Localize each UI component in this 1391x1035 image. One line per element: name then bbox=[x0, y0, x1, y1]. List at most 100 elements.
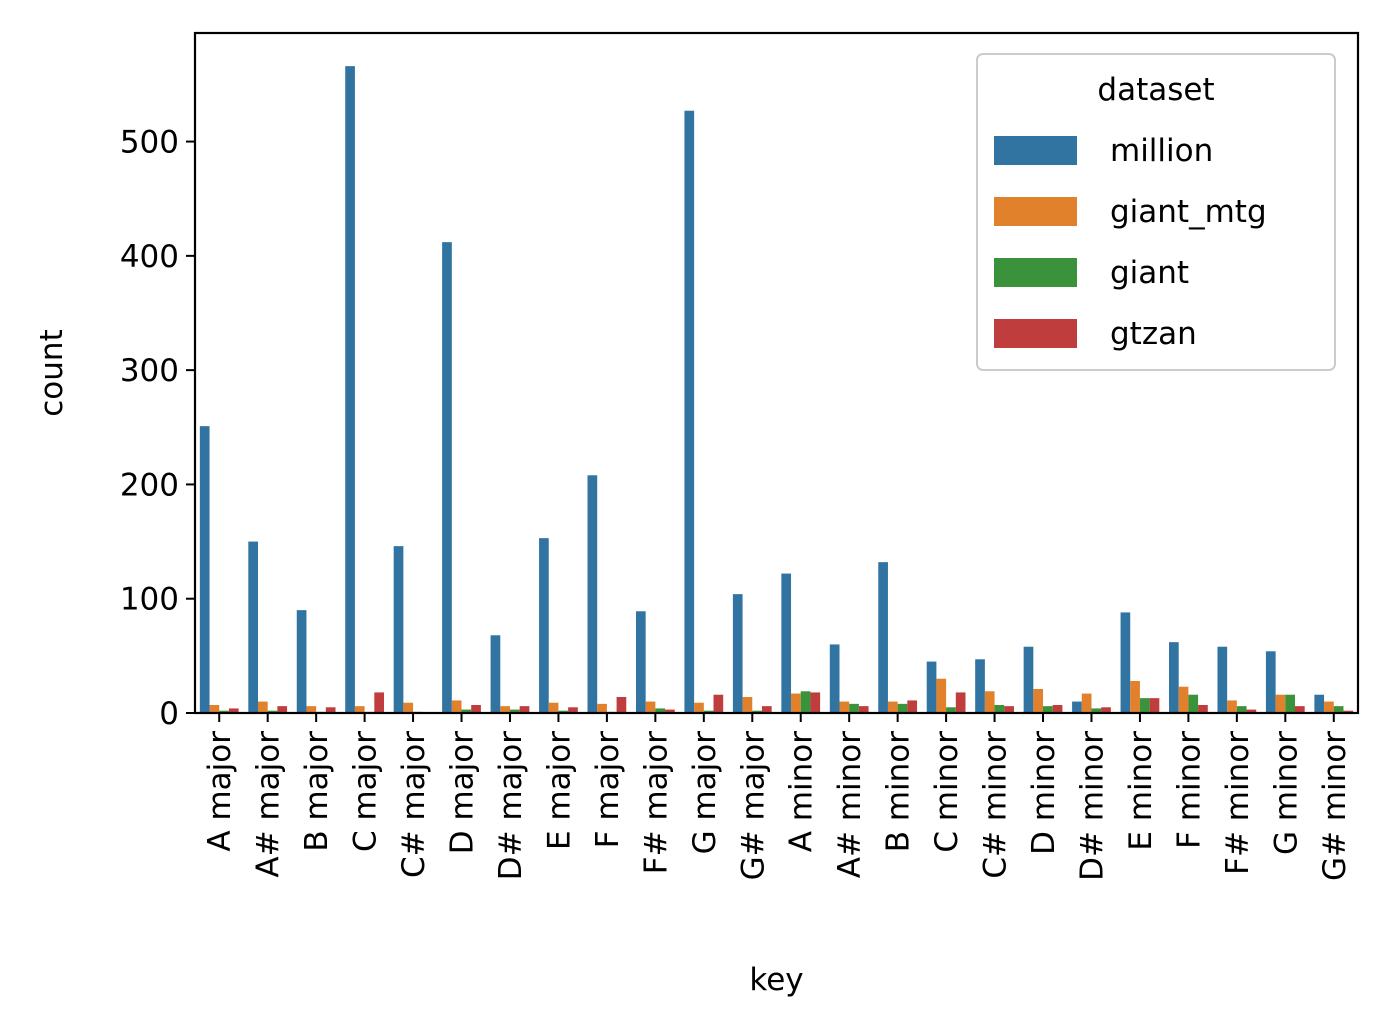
x-tick-label: A minor bbox=[784, 731, 820, 852]
bar-giant-1 bbox=[219, 710, 229, 713]
bar-million-9 bbox=[587, 475, 598, 713]
bar-giant-6 bbox=[461, 709, 472, 713]
bar-giant-22 bbox=[1236, 706, 1247, 713]
bar-giant_mtg-11 bbox=[694, 702, 704, 713]
x-tick-label: D# major bbox=[493, 731, 529, 880]
legend-swatch-giant bbox=[994, 258, 1077, 287]
bar-giant_mtg-4 bbox=[354, 706, 365, 713]
legend-title: dataset bbox=[1097, 72, 1214, 108]
bar-giant-14 bbox=[849, 703, 859, 713]
bar-giant_mtg-24 bbox=[1324, 701, 1334, 713]
legend-label-gtzan: gtzan bbox=[1110, 316, 1197, 352]
bar-gtzan-24 bbox=[1343, 710, 1354, 713]
bar-million-20 bbox=[1120, 612, 1131, 713]
y-tick-label: 400 bbox=[120, 239, 179, 275]
legend-box bbox=[976, 53, 1336, 371]
y-tick-label: 300 bbox=[120, 353, 179, 389]
y-tick-label: 500 bbox=[120, 125, 179, 161]
bar-million-17 bbox=[975, 659, 985, 713]
bar-million-11 bbox=[684, 110, 695, 713]
bar-giant_mtg-18 bbox=[1033, 689, 1044, 713]
bar-gtzan-6 bbox=[471, 705, 481, 713]
bar-giant_mtg-23 bbox=[1275, 694, 1286, 713]
bar-gtzan-8 bbox=[568, 707, 578, 713]
x-tick-label: G minor bbox=[1268, 731, 1304, 855]
x-tick-label: D# minor bbox=[1074, 731, 1110, 881]
bar-giant_mtg-19 bbox=[1081, 693, 1092, 713]
bar-gtzan-15 bbox=[907, 700, 918, 713]
bar-giant-2 bbox=[267, 710, 278, 713]
bar-giant-24 bbox=[1333, 706, 1344, 713]
bar-million-16 bbox=[926, 661, 937, 713]
bar-gtzan-7 bbox=[519, 706, 530, 713]
bar-gtzan-20 bbox=[1149, 698, 1160, 713]
y-axis-ticks: 0 100 200 300 400 500 bbox=[120, 125, 195, 732]
x-tick-label: G major bbox=[687, 731, 723, 855]
bar-million-1 bbox=[199, 426, 210, 713]
bar-gtzan-11 bbox=[713, 694, 724, 713]
bar-million-8 bbox=[539, 538, 549, 713]
bar-gtzan-9 bbox=[616, 697, 627, 713]
bar-million-24 bbox=[1314, 694, 1325, 713]
bar-giant_mtg-5 bbox=[403, 702, 414, 713]
bar-giant_mtg-6 bbox=[451, 700, 462, 713]
bar-million-13 bbox=[781, 573, 792, 713]
x-tick-label: G# major bbox=[735, 731, 771, 881]
bar-gtzan-3 bbox=[325, 707, 336, 713]
bar-gtzan-2 bbox=[277, 706, 288, 713]
bar-million-22 bbox=[1217, 646, 1228, 713]
bar-million-5 bbox=[393, 546, 404, 713]
bar-giant-16 bbox=[946, 707, 956, 713]
x-tick-label: A# minor bbox=[832, 731, 868, 878]
bar-giant-7 bbox=[509, 709, 520, 713]
bar-million-19 bbox=[1072, 701, 1082, 713]
x-tick-label: F# major bbox=[638, 731, 674, 874]
bar-giant_mtg-2 bbox=[257, 701, 268, 713]
x-tick-label: D major bbox=[445, 731, 481, 854]
x-tick-label: C# minor bbox=[978, 731, 1014, 879]
bar-giant_mtg-14 bbox=[839, 701, 850, 713]
bar-gtzan-10 bbox=[665, 709, 675, 713]
y-tick-label: 100 bbox=[120, 582, 179, 618]
bar-million-23 bbox=[1265, 651, 1276, 713]
bar-giant_mtg-1 bbox=[209, 705, 220, 713]
x-tick-label: F major bbox=[590, 731, 626, 848]
x-tick-label: G# minor bbox=[1317, 731, 1353, 881]
bar-giant_mtg-12 bbox=[742, 697, 753, 713]
x-axis-ticks: A major A# major B major C major C# major D m… bbox=[202, 713, 1353, 881]
bar-giant_mtg-20 bbox=[1130, 681, 1140, 713]
bar-giant-8 bbox=[558, 710, 569, 713]
bar-giant-12 bbox=[752, 710, 762, 713]
bar-million-4 bbox=[345, 66, 355, 713]
x-tick-label: B minor bbox=[881, 731, 917, 853]
bar-giant-18 bbox=[1043, 706, 1053, 713]
legend-label-million: million bbox=[1110, 133, 1213, 169]
bar-giant_mtg-9 bbox=[597, 703, 607, 713]
bars bbox=[199, 66, 1354, 713]
bar-gtzan-1 bbox=[228, 708, 239, 713]
bar-giant_mtg-22 bbox=[1227, 700, 1237, 713]
bar-giant-23 bbox=[1285, 694, 1296, 713]
bar-giant_mtg-3 bbox=[306, 706, 317, 713]
bar-giant-10 bbox=[655, 708, 666, 713]
y-tick-label: 0 bbox=[159, 696, 179, 732]
x-tick-label: C major bbox=[348, 731, 384, 852]
bar-giant_mtg-10 bbox=[645, 701, 656, 713]
bar-million-14 bbox=[829, 644, 840, 713]
bar-giant-21 bbox=[1188, 694, 1199, 713]
legend-swatch-gtzan bbox=[994, 319, 1077, 348]
x-tick-label: F# minor bbox=[1220, 731, 1256, 875]
bar-giant_mtg-8 bbox=[548, 702, 559, 713]
bar-gtzan-13 bbox=[810, 692, 821, 713]
bar-million-21 bbox=[1169, 642, 1179, 713]
bar-giant_mtg-16 bbox=[936, 678, 947, 713]
x-tick-label: F minor bbox=[1171, 731, 1207, 849]
bar-giant-19 bbox=[1091, 708, 1102, 713]
bar-giant_mtg-13 bbox=[791, 693, 801, 713]
x-tick-label: D minor bbox=[1026, 731, 1062, 855]
bar-million-12 bbox=[732, 594, 743, 713]
legend-label-giant_mtg: giant_mtg bbox=[1110, 194, 1267, 230]
